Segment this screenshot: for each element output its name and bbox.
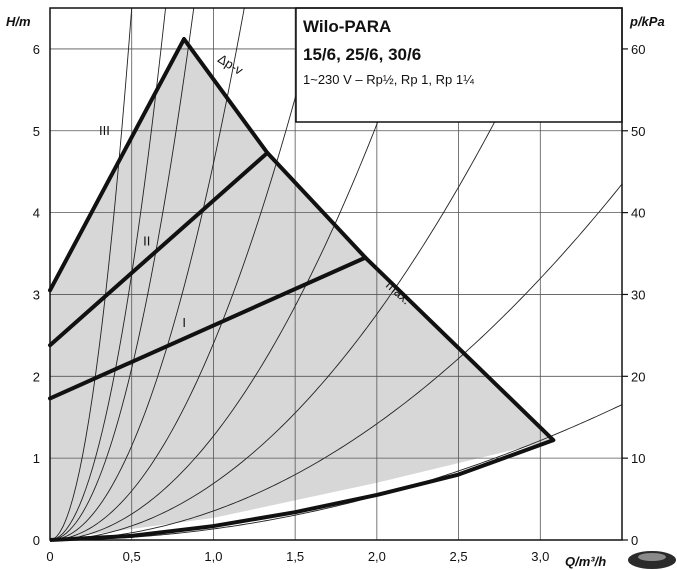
chart-subtitle: 15/6, 25/6, 30/6 xyxy=(303,45,421,64)
x-tick-label: 2,0 xyxy=(368,549,386,564)
system-curve xyxy=(50,8,245,540)
y-left-tick-label: 3 xyxy=(33,287,40,302)
system-curve xyxy=(50,8,133,540)
curve-label: I xyxy=(182,315,186,330)
x-tick-label: 1,5 xyxy=(286,549,304,564)
system-curve xyxy=(50,8,320,540)
curve-label: II xyxy=(143,233,150,248)
y-left-tick-label: 0 xyxy=(33,533,40,548)
curve-max-line xyxy=(265,150,556,443)
chart-title: Wilo-PARA xyxy=(303,17,391,36)
y-left-axis-title: H/m xyxy=(6,14,31,29)
pump-curves xyxy=(48,37,556,542)
y-right-tick-label: 30 xyxy=(631,287,645,302)
curve-iii-line xyxy=(48,37,187,293)
y-right-tick-label: 0 xyxy=(631,533,638,548)
y-left-tick-label: 4 xyxy=(33,206,40,221)
y-left-tick-label: 1 xyxy=(33,451,40,466)
x-tick-label: 2,5 xyxy=(450,549,468,564)
x-tick-label: 0 xyxy=(46,549,53,564)
x-tick-label: 1,0 xyxy=(204,549,222,564)
y-left-tick-label: 6 xyxy=(33,42,40,57)
operating-envelope xyxy=(50,39,554,541)
y-right-axis-title: p/kPa xyxy=(629,14,665,29)
curve-label: III xyxy=(99,123,110,138)
curve-ii-line xyxy=(48,150,270,348)
y-left-tick-label: 5 xyxy=(33,124,40,139)
x-tick-label: 3,0 xyxy=(531,549,549,564)
plot-border xyxy=(49,7,623,541)
system-curve xyxy=(50,8,195,540)
chart-note: 1~230 V – Rp½, Rp 1, Rp 1¼ xyxy=(303,72,474,87)
curve-i-line xyxy=(48,255,368,401)
y-right-tick-label: 10 xyxy=(631,451,645,466)
y-right-tick-label: 50 xyxy=(631,124,645,139)
y-right-tick-label: 20 xyxy=(631,369,645,384)
y-right-tick-label: 40 xyxy=(631,206,645,221)
curve-label: Δp-v xyxy=(215,51,246,78)
info-box: Wilo-PARA 15/6, 25/6, 30/6 1~230 V – Rp½… xyxy=(295,7,623,123)
curve-pv-line xyxy=(182,37,270,155)
system-curve xyxy=(50,183,622,540)
corner-thumbnail-icon xyxy=(628,551,676,569)
x-tick-label: 0,5 xyxy=(123,549,141,564)
min-curve-line xyxy=(49,438,555,542)
x-axis-title: Q/m³/h xyxy=(565,554,606,569)
system-curve xyxy=(50,8,167,540)
envelope-area xyxy=(50,39,554,541)
plot-frame xyxy=(49,7,623,541)
y-left-tick-label: 2 xyxy=(33,369,40,384)
y-right-tick-label: 60 xyxy=(631,42,645,57)
